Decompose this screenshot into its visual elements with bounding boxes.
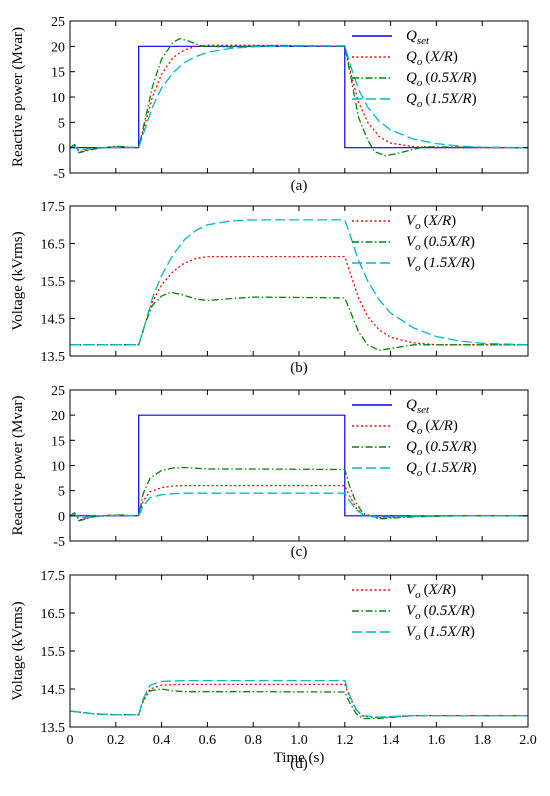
legend-entry: Qset bbox=[406, 397, 430, 416]
x-tick-label: 1.2 bbox=[336, 733, 354, 748]
y-axis-label: Voltage (kVrms) bbox=[10, 601, 26, 700]
x-tick-label: 1.6 bbox=[428, 733, 446, 748]
legend-entry: Qo (0.5X/R) bbox=[406, 70, 477, 89]
legend: Vo (X/R) Vo (0.5X/R) Vo (1.5X/R) bbox=[352, 582, 475, 643]
x-tick-label: 0.2 bbox=[107, 733, 125, 748]
y-tick-label: 0 bbox=[58, 142, 65, 157]
series-line bbox=[70, 679, 528, 718]
y-tick-label: 17.5 bbox=[41, 569, 66, 584]
panel-caption: (d) bbox=[290, 756, 308, 772]
y-tick-label: 16.5 bbox=[41, 607, 66, 622]
y-tick-label: 15 bbox=[51, 66, 65, 81]
legend-entry: Qset bbox=[406, 28, 430, 47]
chart-panel: 13.5 14.5 15.5 16.5 17.5 0 0.2 0.4 0.6 0.8 1.0 1.2 1… bbox=[10, 569, 537, 772]
x-tick-label: 1.4 bbox=[382, 733, 400, 748]
legend: Vo (X/R) Vo (0.5X/R) Vo (1.5X/R) bbox=[352, 213, 475, 274]
legend: Qset Qo (X/R) Qo (0.5X/R) Qo (1.5X/R) bbox=[352, 28, 477, 110]
y-tick-label: 17.5 bbox=[41, 200, 66, 215]
legend-entry: Qo (X/R) bbox=[406, 49, 458, 68]
y-tick-label: 13.5 bbox=[41, 350, 66, 365]
legend-entry: Qo (1.5X/R) bbox=[406, 460, 477, 479]
legend-entry: Qo (0.5X/R) bbox=[406, 439, 477, 458]
y-tick-label: 16.5 bbox=[41, 238, 66, 253]
y-axis-label: Voltage (kVrms) bbox=[10, 231, 26, 330]
x-tick-label: 1.8 bbox=[473, 733, 491, 748]
legend: Qset Qo (X/R) Qo (0.5X/R) Qo (1.5X/R) bbox=[352, 397, 477, 479]
series-line bbox=[70, 38, 528, 157]
y-tick-label: 15 bbox=[51, 434, 65, 449]
x-axis-label: Time (s) bbox=[274, 750, 325, 766]
y-tick-label: 0 bbox=[58, 510, 65, 525]
panel-caption: (c) bbox=[291, 544, 308, 560]
y-tick-label: 5 bbox=[58, 485, 65, 500]
chart-panel: 13.5 14.5 15.5 16.5 17.5 Voltage (kVrms) (b) Vo… bbox=[10, 200, 529, 376]
y-tick-label: 15.5 bbox=[41, 645, 66, 660]
chart-panel: -5 0 5 10 15 20 25 Reactive power (Mvar) (a) Qset… bbox=[10, 15, 529, 194]
panel-caption: (b) bbox=[290, 360, 308, 376]
series-line bbox=[70, 255, 528, 346]
y-axis-label: Reactive power (Mvar) bbox=[10, 396, 26, 536]
series-line bbox=[70, 45, 528, 151]
y-axis-label: Reactive power (Mvar) bbox=[10, 27, 26, 167]
x-tick-label: 0.8 bbox=[244, 733, 262, 748]
legend-entry: Vo (1.5X/R) bbox=[406, 255, 475, 274]
y-tick-label: 5 bbox=[58, 116, 65, 131]
y-tick-label: -5 bbox=[53, 167, 65, 182]
legend-entry: Qo (X/R) bbox=[406, 418, 458, 437]
y-tick-label: 20 bbox=[51, 409, 65, 424]
series-line bbox=[70, 492, 528, 520]
chart-panel: -5 0 5 10 15 20 25 Reactive power (Mvar) (c) Qset… bbox=[10, 384, 529, 560]
y-tick-label: 20 bbox=[51, 40, 65, 55]
plot-frame bbox=[69, 205, 529, 357]
plot-frame bbox=[69, 574, 529, 728]
y-tick-label: 13.5 bbox=[41, 721, 66, 736]
legend-entry: Vo (0.5X/R) bbox=[406, 234, 475, 253]
series-line bbox=[70, 219, 528, 346]
y-tick-label: 25 bbox=[51, 15, 65, 30]
panel-caption: (a) bbox=[291, 178, 308, 194]
legend-entry: Qo (1.5X/R) bbox=[406, 91, 477, 110]
y-tick-label: 14.5 bbox=[41, 683, 66, 698]
y-tick-label: 10 bbox=[51, 91, 65, 106]
legend-entry: Vo (X/R) bbox=[406, 582, 456, 601]
series-line bbox=[70, 683, 528, 719]
y-tick-label: 15.5 bbox=[41, 275, 66, 290]
y-tick-label: 25 bbox=[51, 384, 65, 399]
x-tick-label: 0.4 bbox=[153, 733, 171, 748]
x-tick-label: 2.0 bbox=[519, 733, 537, 748]
series-line bbox=[70, 291, 528, 352]
legend-entry: Vo (1.5X/R) bbox=[406, 624, 475, 643]
legend-entry: Vo (X/R) bbox=[406, 213, 456, 232]
x-tick-label: 0 bbox=[67, 733, 74, 748]
x-tick-label: 1.0 bbox=[290, 733, 308, 748]
y-tick-label: 14.5 bbox=[41, 313, 66, 328]
y-tick-label: -5 bbox=[53, 535, 65, 550]
legend-entry: Vo (0.5X/R) bbox=[406, 603, 475, 622]
y-tick-label: 10 bbox=[51, 460, 65, 475]
x-tick-label: 0.6 bbox=[199, 733, 217, 748]
series-line bbox=[70, 688, 528, 720]
